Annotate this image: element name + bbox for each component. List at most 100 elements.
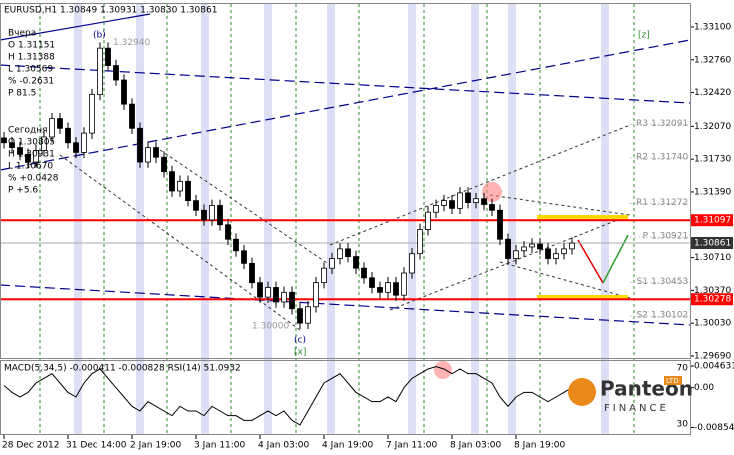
candle-body [185, 180, 191, 202]
candle-body [361, 267, 367, 279]
candle-body [569, 242, 575, 250]
wave-label: [x] [294, 348, 306, 358]
candle-body [177, 180, 183, 192]
pivot-value: 1.30921 [651, 232, 688, 242]
candle-body [473, 198, 479, 203]
session-band [264, 4, 272, 434]
candle-body [233, 238, 239, 252]
candle-body [369, 277, 375, 288]
trend-line [0, 64, 691, 104]
target-zone [537, 295, 628, 299]
session-band [74, 4, 82, 434]
x-tick-label: 28 Dec 2012 [2, 441, 60, 451]
price-label: 1.30278 [694, 295, 731, 305]
x-tick-label: 4 Jan 03:00 [258, 441, 310, 451]
logo: Panteon FINANCE LTD [568, 376, 693, 414]
highlight [482, 182, 502, 202]
candle-body [33, 150, 39, 163]
info-line: H 1.30931 [8, 150, 55, 160]
candle-body [281, 291, 287, 303]
candle-body [449, 200, 455, 209]
candle-body [385, 282, 391, 293]
indicator-tick-label: 0.004631 [694, 362, 734, 372]
x-tick-label: 8 Jan 03:00 [450, 441, 502, 451]
y-tick-label: 1.30710 [694, 253, 731, 263]
indicator-tick-label: 0.00 [694, 383, 714, 393]
info-title: Сегодня [8, 126, 48, 136]
logo-sub: FINANCE [604, 403, 669, 414]
candle-body [1, 137, 7, 144]
candle-body [9, 142, 15, 148]
candle-body [217, 205, 223, 226]
y-tick-label: 1.32420 [694, 88, 731, 98]
indicator-title: MACD(5,34,5) -0.000411 -0.000828 RSI(14)… [4, 364, 241, 374]
candle-body [161, 156, 167, 173]
candle-body [409, 253, 415, 274]
candle-body [529, 243, 535, 248]
candle-body [241, 250, 247, 264]
candle-body [489, 204, 495, 211]
pivot-name: P [643, 232, 649, 242]
candle-body [105, 47, 111, 66]
channel-line [389, 214, 631, 311]
candle-body [289, 291, 295, 310]
candle-body [153, 147, 159, 158]
candle-body [337, 248, 343, 259]
x-tick-label: 31 Dec 14:00 [66, 441, 127, 451]
wave-price: 1.30000 [252, 322, 289, 332]
pivot-name: R1 [636, 198, 648, 208]
trend-line [0, 13, 151, 41]
y-tick-label: 1.30370 [694, 286, 731, 296]
candle-body [81, 132, 87, 153]
x-tick-label: 2 Jan 19:00 [130, 441, 182, 451]
candle-body [537, 243, 543, 250]
candle-body [393, 282, 399, 296]
session-band [471, 4, 479, 434]
info-title: Вчера [8, 29, 36, 39]
candle-body [561, 248, 567, 255]
wave-label: (b) [93, 31, 106, 41]
rsi-level: 30 [677, 420, 689, 430]
candle-body [89, 94, 95, 134]
candle-body [465, 192, 471, 203]
candle-body [377, 287, 383, 293]
candle-body [65, 127, 71, 144]
trend-lines [0, 13, 691, 379]
session-band [136, 4, 144, 434]
candle-body [433, 205, 439, 213]
candle-body [313, 282, 319, 308]
candle-body [137, 127, 143, 163]
candle-body [49, 118, 55, 138]
candle-body [265, 287, 271, 298]
logo-mark [568, 378, 596, 406]
wave-label: (c) [294, 336, 306, 346]
projection-down [577, 239, 604, 284]
indicator-line [3, 366, 573, 426]
candle-body [193, 200, 199, 211]
rsi-level: 70 [677, 364, 689, 374]
info-line: L 1.30569 [8, 65, 53, 75]
session-band [508, 4, 516, 434]
logo-badge: LTD [666, 377, 679, 385]
candle-body [353, 256, 359, 269]
pivot-value: 1.32091 [651, 119, 688, 129]
candle-body [457, 192, 463, 209]
candle-body [209, 205, 215, 221]
price-label: 1.31097 [694, 216, 731, 226]
y-tick-label: 1.33100 [694, 22, 731, 32]
pivot-name: S1 [637, 277, 648, 287]
price-box [691, 236, 733, 249]
candle-body [169, 171, 175, 192]
x-tick-label: 4 Jan 19:00 [322, 441, 374, 451]
candle-body [129, 103, 135, 129]
chart-title: EURUSD,H1 1.30849 1.30931 1.30830 1.3086… [4, 6, 217, 16]
logo-badge-bg [664, 376, 682, 385]
price-label: 1.30861 [694, 238, 731, 248]
candle-body [17, 147, 23, 155]
y-tick-label: 1.29690 [694, 351, 731, 361]
info-line: % -0.2631 [8, 77, 54, 87]
indicator-tick-label: -0.00854 [694, 423, 734, 433]
y-tick-label: 1.31390 [694, 187, 731, 197]
pivot-name: R2 [636, 153, 648, 163]
